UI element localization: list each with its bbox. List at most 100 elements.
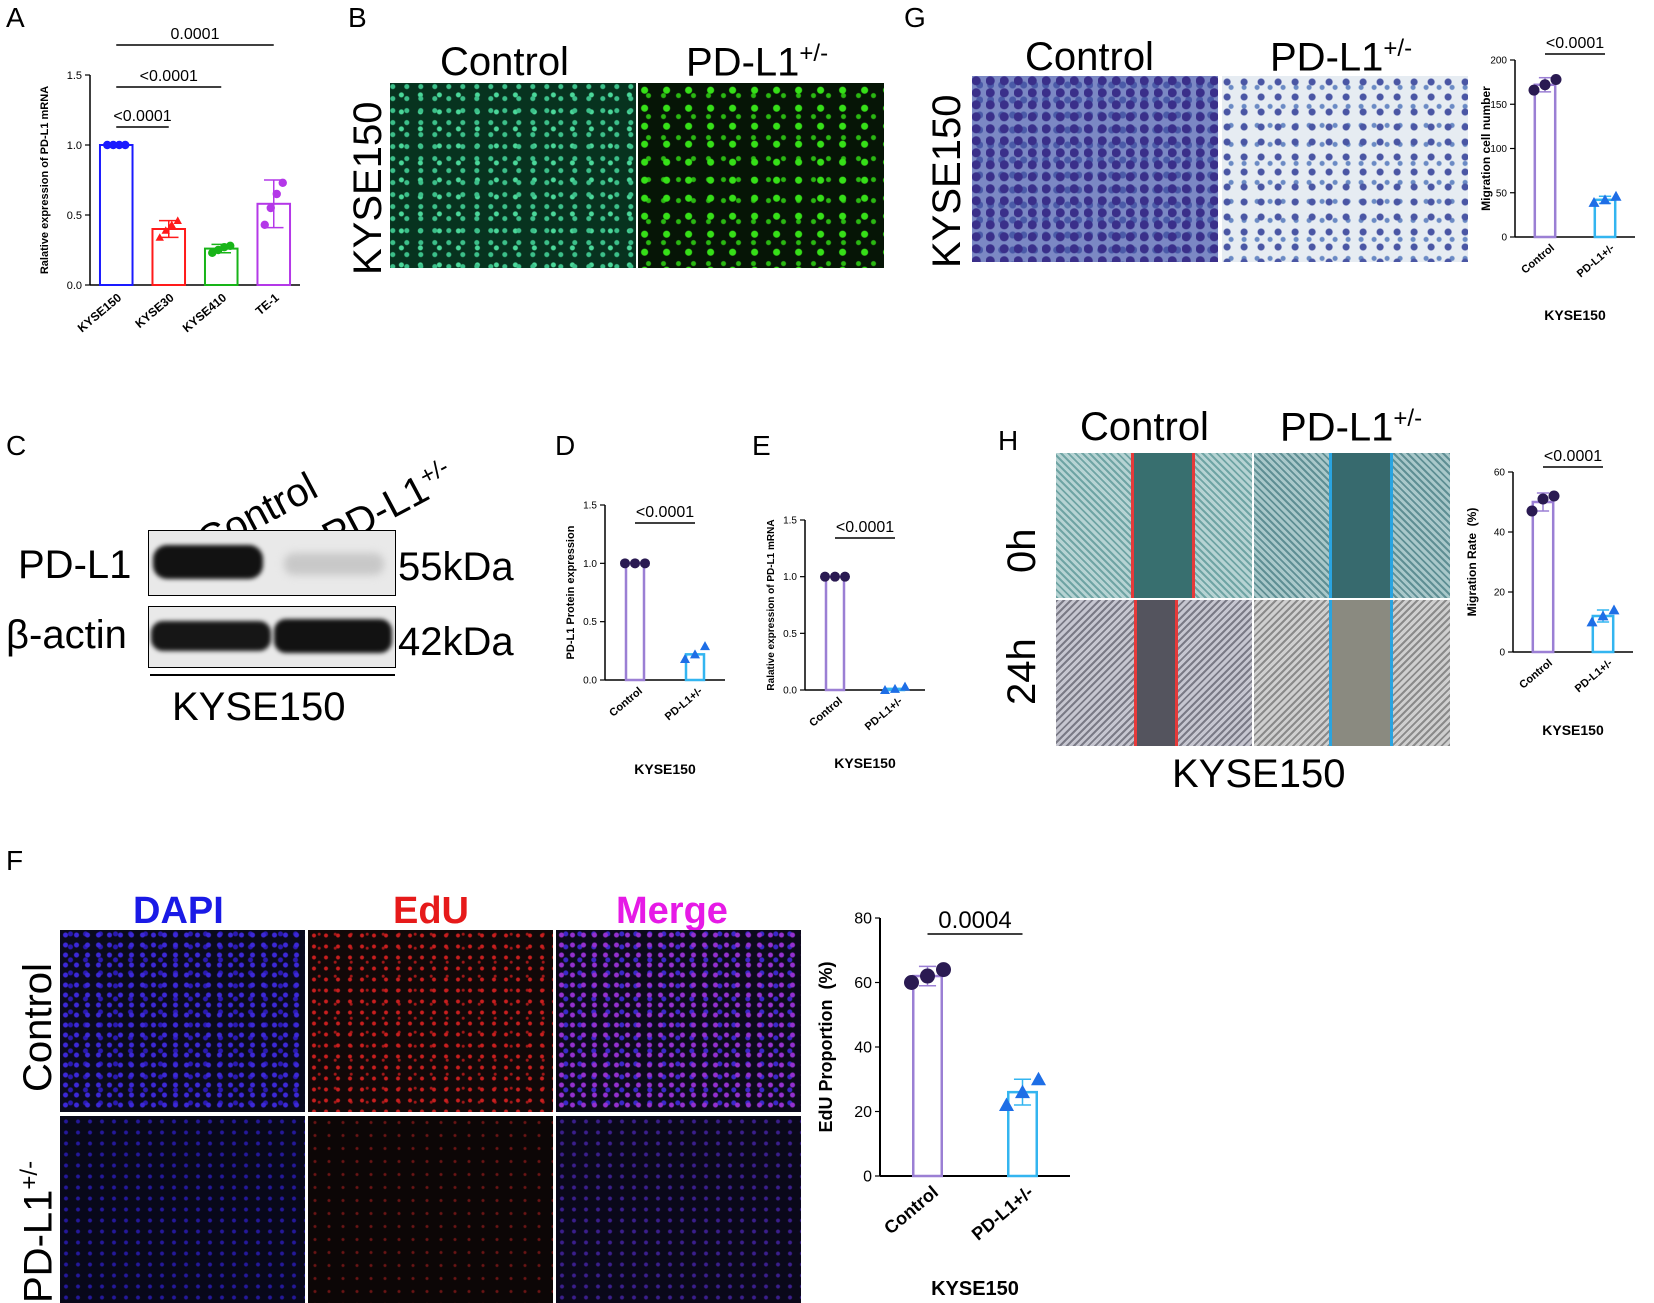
data-point	[278, 178, 287, 187]
data-point	[1015, 1084, 1030, 1099]
x-tick-label: PD-L1+/-	[968, 1182, 1037, 1245]
x-tick-label: PD-L1+/-	[1575, 242, 1617, 280]
blot-band-control-pdl1	[153, 545, 263, 579]
y-tick-label: 1.5	[583, 501, 597, 512]
data-point	[272, 189, 281, 199]
panel-e-letter: E	[752, 430, 771, 461]
blot-pdl1-band-box	[148, 530, 396, 596]
y-tick-label: 0.5	[67, 210, 82, 222]
panel-h-pdl1-label: PD-L1+/-	[1280, 405, 1423, 450]
y-tick-label: 1.0	[583, 559, 597, 570]
x-axis-label: KYSE150	[1544, 307, 1606, 323]
panel-d-chart: 0.0 0.5 1.0 1.5 PD-L1 Protein expression Cont…	[565, 501, 725, 777]
data-point	[640, 558, 650, 569]
y-tick-label: 40	[1494, 528, 1506, 539]
y-tick-label: 80	[854, 911, 872, 928]
data-point	[161, 226, 170, 234]
y-tick-label: 1.5	[67, 70, 82, 82]
x-tick-label: KYSE410	[180, 290, 230, 335]
y-axis-label: PD-L1 Protein expression	[565, 525, 577, 659]
y-axis-label: EdU Proportion (%)	[816, 962, 836, 1133]
x-axis-label: KYSE150	[634, 761, 696, 777]
scratch-control-0h	[1131, 453, 1195, 598]
bar	[824, 575, 846, 692]
blot-mw-42: 42kDa	[398, 620, 514, 664]
scratch-pdl1-0h	[1329, 453, 1393, 598]
panel-h-cell-line: KYSE150	[1172, 752, 1346, 796]
data-point	[1588, 196, 1600, 207]
data-point	[1597, 610, 1609, 621]
data-point	[690, 649, 700, 659]
panel-b-letter: B	[348, 2, 367, 33]
panel-h-letter: H	[998, 425, 1019, 456]
y-tick-label: 1.5	[783, 516, 797, 527]
data-point	[1550, 73, 1562, 85]
panel-f-row-pdl1: PD-L1+/-	[16, 1160, 61, 1303]
x-tick-label: PD-L1+/-	[863, 695, 905, 733]
panel-h-control-0h	[1056, 453, 1252, 598]
panel-f-merge-pdl1	[556, 1116, 801, 1303]
data-point	[920, 968, 935, 984]
data-point	[109, 140, 118, 150]
panel-f-dapi-control	[60, 930, 305, 1112]
y-axis-label: Migration Rate (%)	[1465, 508, 1479, 617]
y-tick-label: 0	[1501, 233, 1507, 244]
panel-b-pdl1-label: PD-L1+/-	[686, 40, 829, 85]
data-point	[266, 203, 275, 213]
y-tick-label: 1.0	[783, 572, 797, 583]
x-tick-label: Control	[807, 695, 845, 729]
y-axis-label: Migration cell number	[1479, 86, 1493, 211]
data-point	[155, 233, 164, 241]
panel-h-chart: 0 20 40 60 Migration Rate (%) Control PD-L1+/-…	[1465, 448, 1633, 738]
data-point	[1031, 1071, 1046, 1086]
panel-f-chart: 0 20 40 60 80 EdU Proportion (%) Control PD-L1+…	[816, 907, 1070, 1300]
panel-c-letter: C	[6, 430, 27, 461]
panel-h-pdl1-0h	[1254, 453, 1450, 598]
data-point	[226, 241, 235, 250]
data-point	[1528, 84, 1540, 96]
data-point	[1608, 604, 1620, 615]
p-value-label: <0.0001	[140, 68, 198, 85]
blot-cell-line: KYSE150	[172, 685, 346, 729]
data-point	[1526, 505, 1538, 517]
panel-f-merge-control	[556, 930, 801, 1112]
data-point	[890, 683, 900, 693]
data-point	[840, 571, 850, 582]
panel-f-edu-label: EdU	[393, 890, 469, 932]
y-axis-label: Ralative expression of PD-L1 mRNA	[766, 519, 777, 690]
p-value-label: <0.0001	[113, 108, 171, 125]
blot-mw-55: 55kDa	[398, 545, 514, 589]
blot-actin-band-box	[148, 606, 396, 668]
data-point	[1539, 79, 1551, 91]
panel-f-letter: F	[6, 845, 24, 876]
panel-f-merge-label: Merge	[616, 890, 728, 932]
data-point	[167, 220, 176, 229]
blot-band-control-actin	[151, 621, 271, 651]
panel-g-chart: 0 50 100 150 200 Migration cell number Control…	[1479, 35, 1635, 323]
panel-f-dapi-pdl1	[60, 1116, 305, 1303]
y-tick-label: 0.0	[67, 280, 82, 292]
y-tick-label: 0.5	[783, 629, 797, 640]
panel-a-letter: A	[6, 2, 25, 33]
data-point	[1537, 493, 1549, 505]
panel-h-row-24h: 24h	[1000, 638, 1044, 705]
p-value-label: <0.0001	[636, 504, 694, 521]
panel-b-control-label: Control	[440, 40, 569, 84]
y-tick-label: 100	[1490, 144, 1507, 155]
x-tick-label: PD-L1+/-	[1573, 657, 1615, 695]
data-point	[115, 140, 124, 150]
bar	[1533, 83, 1557, 239]
panel-g-micrograph-pdl1	[1222, 76, 1468, 262]
panel-a-chart: 0.0 0.5 1.0 1.5 Ralative expression of PD-L1…	[39, 26, 300, 335]
y-tick-label: 0	[863, 1169, 872, 1186]
y-tick-label: 0.0	[583, 676, 597, 687]
y-tick-label: 60	[1494, 468, 1506, 479]
x-tick-label: Control	[1517, 657, 1555, 691]
data-point	[680, 654, 690, 663]
data-point	[103, 140, 112, 150]
x-tick-label: Control	[880, 1182, 942, 1238]
y-tick-label: 20	[854, 1104, 872, 1121]
data-point	[700, 641, 710, 651]
data-point	[1548, 490, 1560, 502]
panel-f-edu-pdl1	[308, 1116, 553, 1303]
